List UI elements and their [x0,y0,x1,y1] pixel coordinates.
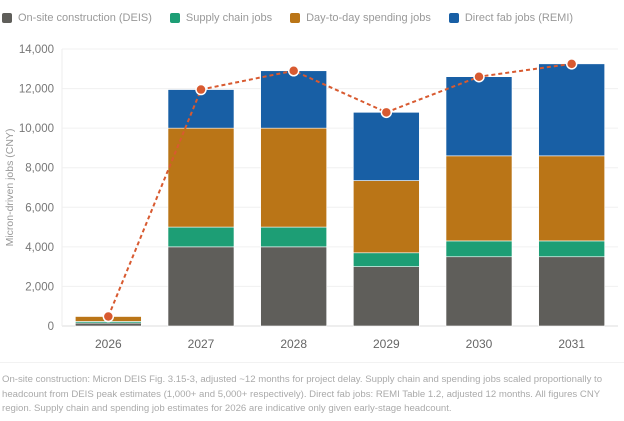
x-tick-label: 2029 [373,337,400,351]
bar-segment [260,70,327,129]
y-tick-label: 8,000 [25,163,54,175]
bar-segment [167,246,235,327]
bar-segment [538,63,605,157]
bar-segment [445,256,513,327]
y-tick-label: 2,000 [25,281,54,293]
total-point [287,65,300,77]
x-tick-label: 2026 [95,337,122,351]
x-tick-label: 2027 [188,337,215,351]
legend-swatch [290,13,301,23]
total-point [473,70,485,83]
bar-segment [445,155,513,242]
legend-label: Supply chain jobs [185,12,273,24]
y-tick-label: 12,000 [19,84,54,96]
bar-segment [260,127,327,228]
bar-segment [538,256,605,327]
legend-label: On-site construction (DEIS) [18,12,152,24]
total-point [380,106,393,119]
bar-segment [167,127,235,228]
bar-segment [167,226,235,248]
total-point [565,58,578,70]
legend-item: On-site construction (DEIS) [2,12,152,24]
legend-item: Supply chain jobs [169,12,273,24]
bar-segment [353,180,420,254]
bar-segment [445,240,513,258]
y-tick-label: 6,000 [25,202,54,214]
y-tick-label: 10,000 [19,123,54,135]
bar-segment [260,246,327,327]
x-tick-label: 2031 [558,337,585,351]
bar-segment [75,322,142,327]
bar-segment [538,155,605,242]
total-point [102,310,115,323]
bar-segment [445,76,513,157]
footnote: On-site construction: Micron DEIS Fig. 3… [2,374,603,414]
y-tick-label: 4,000 [25,242,54,254]
x-tick-label: 2028 [280,337,307,351]
divider [0,362,624,363]
y-tick-label: 0 [48,321,54,333]
x-tick-label: 2030 [466,337,493,351]
bar-segment [260,226,327,248]
bar-segment [353,112,420,181]
legend-item: Day-to-day spending jobs [290,12,431,24]
legend-label: Day-to-day spending jobs [306,12,431,24]
total-line [107,62,572,317]
bar-segment [538,240,605,258]
legend-item: Direct fab jobs (REMI) [448,12,574,24]
y-axis-label: Micron-driven jobs (CNY) [4,129,16,247]
legend-swatch [2,13,12,23]
y-tick-label: 14,000 [19,44,54,56]
bar-segment [353,266,420,327]
total-point [195,83,207,96]
legend-swatch [169,13,180,23]
legend: On-site construction (DEIS) Supply chain… [2,12,573,24]
bar-segment [353,252,420,267]
legend-swatch [448,13,459,23]
legend-label: Direct fab jobs (REMI) [464,12,574,24]
bar-segment [167,89,235,129]
plot-area: 0 2,000 4,000 6,000 8,000 10,000 12,000 14,000 M… [4,44,618,351]
